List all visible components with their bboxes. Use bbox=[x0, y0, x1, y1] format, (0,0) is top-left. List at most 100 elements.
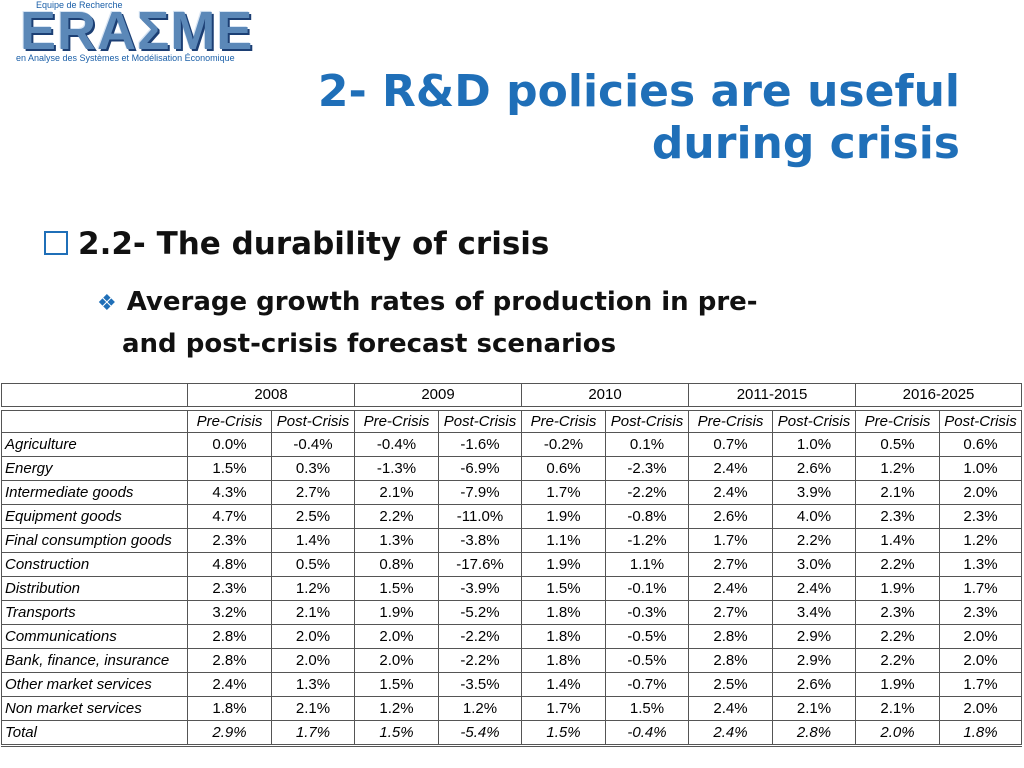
growth-value-cell: 2.9% bbox=[187, 720, 272, 746]
growth-value-cell: 1.9% bbox=[855, 576, 940, 601]
slide-title-line2: during crisis bbox=[651, 118, 960, 169]
growth-value-cell: 1.2% bbox=[938, 528, 1023, 553]
growth-value-cell: 2.3% bbox=[855, 504, 940, 529]
growth-value-cell: 2.3% bbox=[855, 600, 940, 625]
section-heading-text: 2.2- The durability of crisis bbox=[78, 226, 550, 262]
growth-value-cell: 2.1% bbox=[772, 696, 856, 721]
growth-value-cell: 3.9% bbox=[772, 480, 856, 505]
growth-value-cell: 1.7% bbox=[938, 672, 1023, 697]
growth-value-cell: 3.4% bbox=[772, 600, 856, 625]
growth-value-cell: -7.9% bbox=[438, 480, 522, 505]
growth-value-cell: -3.9% bbox=[438, 576, 522, 601]
growth-value-cell: 2.2% bbox=[855, 624, 940, 649]
growth-value-cell: 1.9% bbox=[521, 552, 606, 577]
sector-label: Bank, finance, insurance bbox=[1, 648, 188, 673]
growth-value-cell: 1.7% bbox=[271, 720, 355, 746]
growth-value-cell: 3.0% bbox=[772, 552, 856, 577]
table-row: Construction 4.8% 0.5% 0.8% -17.6% 1.9% 1.1% 2.… bbox=[1, 552, 1023, 577]
growth-value-cell: 2.1% bbox=[271, 696, 355, 721]
growth-value-cell: 2.3% bbox=[187, 528, 272, 553]
growth-value-cell: 1.4% bbox=[521, 672, 606, 697]
scenario-header: Pre-Crisis bbox=[688, 410, 773, 433]
growth-value-cell: 1.7% bbox=[521, 696, 606, 721]
table-row: Equipment goods 4.7% 2.5% 2.2% -11.0% 1.9% -0.… bbox=[1, 504, 1023, 529]
square-outline-icon bbox=[44, 230, 68, 255]
growth-value-cell: 2.2% bbox=[855, 552, 940, 577]
growth-value-cell: 0.3% bbox=[271, 456, 355, 481]
growth-value-cell: 2.2% bbox=[354, 504, 439, 529]
growth-value-cell: -1.2% bbox=[605, 528, 689, 553]
growth-value-cell: 1.1% bbox=[521, 528, 606, 553]
subsection-heading-line1: Average growth rates of production in pr… bbox=[126, 287, 758, 317]
growth-value-cell: 1.7% bbox=[938, 576, 1023, 601]
growth-value-cell: 2.8% bbox=[688, 624, 773, 649]
scenario-header: Pre-Crisis bbox=[521, 410, 606, 433]
growth-value-cell: 2.8% bbox=[772, 720, 856, 746]
growth-value-cell: 2.8% bbox=[187, 648, 272, 673]
growth-value-cell: 3.2% bbox=[187, 600, 272, 625]
growth-value-cell: -0.8% bbox=[605, 504, 689, 529]
growth-value-cell: 1.8% bbox=[521, 648, 606, 673]
growth-value-cell: 1.9% bbox=[521, 504, 606, 529]
growth-value-cell: 2.4% bbox=[688, 456, 773, 481]
growth-value-cell: 2.3% bbox=[938, 600, 1023, 625]
sector-label: Energy bbox=[1, 456, 188, 481]
growth-value-cell: 0.6% bbox=[938, 432, 1023, 457]
year-header: 2016-2025 bbox=[854, 383, 1023, 407]
scenario-header: Pre-Crisis bbox=[354, 410, 439, 433]
sector-label: Equipment goods bbox=[1, 504, 188, 529]
growth-value-cell: 2.4% bbox=[772, 576, 856, 601]
year-header: 2009 bbox=[354, 383, 522, 407]
growth-value-cell: 2.6% bbox=[688, 504, 773, 529]
growth-value-cell: 1.7% bbox=[521, 480, 606, 505]
sector-label: Intermediate goods bbox=[1, 480, 188, 505]
sector-label: Transports bbox=[1, 600, 188, 625]
scenario-header: Post-Crisis bbox=[271, 410, 355, 433]
growth-value-cell: 1.7% bbox=[688, 528, 773, 553]
growth-value-cell: 1.1% bbox=[605, 552, 689, 577]
growth-value-cell: 2.0% bbox=[938, 480, 1023, 505]
scenario-header: Post-Crisis bbox=[605, 410, 689, 433]
growth-value-cell: -0.4% bbox=[271, 432, 355, 457]
growth-value-cell: 2.4% bbox=[688, 696, 773, 721]
logo-tagline-top: Equipe de Recherche bbox=[36, 0, 123, 10]
growth-value-cell: 2.0% bbox=[354, 648, 439, 673]
growth-value-cell: 1.0% bbox=[772, 432, 856, 457]
growth-value-cell: 4.7% bbox=[187, 504, 272, 529]
growth-value-cell: 0.1% bbox=[605, 432, 689, 457]
table-row: Other market services 2.4% 1.3% 1.5% -3.5% 1.… bbox=[1, 672, 1023, 697]
growth-value-cell: 2.1% bbox=[855, 696, 940, 721]
growth-value-cell: 1.8% bbox=[187, 696, 272, 721]
table-row: Total 2.9% 1.7% 1.5% -5.4% 1.5% -0.4% 2.4% 2.8% 2… bbox=[1, 720, 1023, 746]
slide-title-line1: 2- R&D policies are useful bbox=[317, 66, 960, 117]
growth-value-cell: 1.4% bbox=[271, 528, 355, 553]
growth-value-cell: -0.4% bbox=[354, 432, 439, 457]
growth-value-cell: 1.9% bbox=[855, 672, 940, 697]
growth-value-cell: -0.5% bbox=[605, 624, 689, 649]
growth-value-cell: 2.1% bbox=[271, 600, 355, 625]
table-row: Transports 3.2% 2.1% 1.9% -5.2% 1.8% -0.3% 2.7%… bbox=[1, 600, 1023, 625]
erasme-logo: Equipe de Recherche ERAΣME en Analyse de… bbox=[14, 0, 286, 72]
growth-value-cell: -3.8% bbox=[438, 528, 522, 553]
growth-value-cell: 1.5% bbox=[354, 720, 439, 746]
growth-value-cell: -0.4% bbox=[605, 720, 689, 746]
growth-value-cell: -6.9% bbox=[438, 456, 522, 481]
table-row: Intermediate goods 4.3% 2.7% 2.1% -7.9% 1.7% -… bbox=[1, 480, 1023, 505]
growth-value-cell: 2.1% bbox=[354, 480, 439, 505]
growth-value-cell: 2.4% bbox=[187, 672, 272, 697]
growth-value-cell: 2.0% bbox=[938, 648, 1023, 673]
logo-wordmark: ERAΣME bbox=[20, 1, 254, 61]
growth-value-cell: 2.4% bbox=[688, 720, 773, 746]
growth-value-cell: 2.9% bbox=[772, 624, 856, 649]
growth-value-cell: 2.7% bbox=[688, 552, 773, 577]
growth-value-cell: 1.0% bbox=[938, 456, 1023, 481]
sector-label: Non market services bbox=[1, 696, 188, 721]
growth-value-cell: -1.3% bbox=[354, 456, 439, 481]
diamond-cluster-icon: ❖ bbox=[97, 291, 117, 316]
growth-value-cell: -0.5% bbox=[605, 648, 689, 673]
subsection-heading: ❖ Average growth rates of production in p… bbox=[97, 282, 887, 364]
year-header-row: 2008 2009 2010 2011-2015 2016-2025 bbox=[1, 383, 1023, 407]
sector-label: Construction bbox=[1, 552, 188, 577]
growth-value-cell: 0.0% bbox=[187, 432, 272, 457]
year-header: 2008 bbox=[187, 383, 355, 407]
